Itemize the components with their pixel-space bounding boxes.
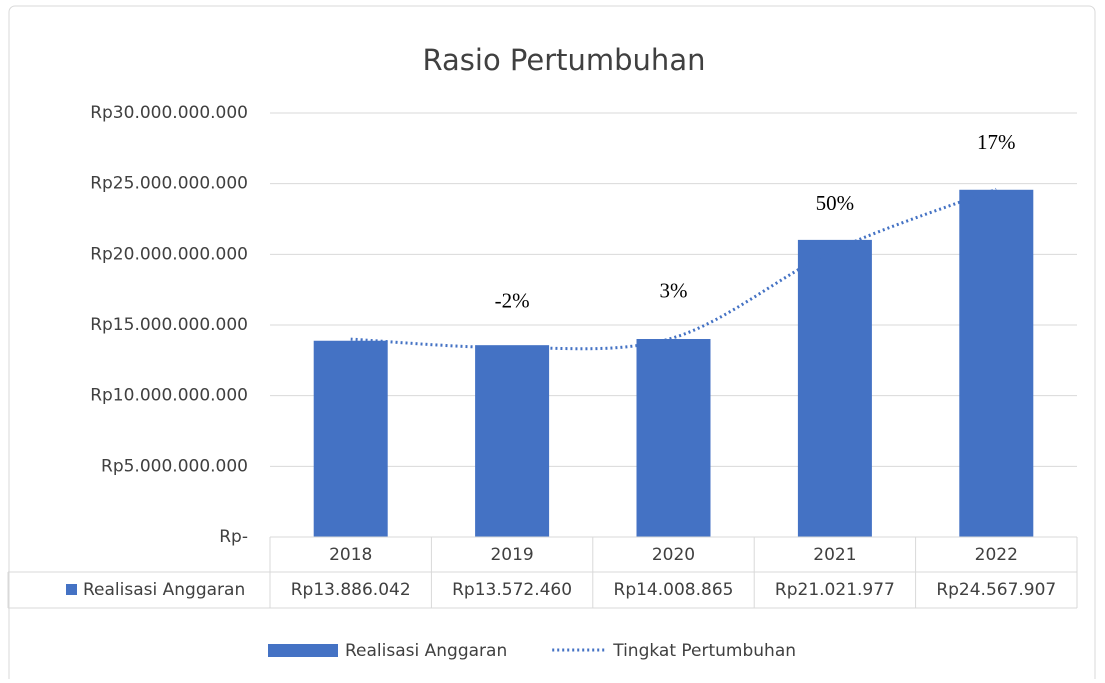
chart-title: Rasio Pertumbuhan	[423, 43, 706, 77]
table-legend-key	[66, 584, 77, 595]
x-tick-label: 2021	[813, 545, 856, 565]
bar	[636, 339, 711, 537]
bar	[475, 345, 550, 537]
growth-label: 3%	[660, 279, 688, 303]
trend-line	[350, 187, 997, 351]
y-tick-label: Rp15.000.000.000	[90, 315, 248, 335]
y-tick-label: Rp20.000.000.000	[90, 244, 248, 264]
x-tick-label: 2019	[490, 545, 533, 565]
bar	[313, 340, 388, 537]
bar	[959, 189, 1034, 538]
legend-label: Realisasi Anggaran	[345, 641, 507, 661]
table-series-name: Realisasi Anggaran	[83, 580, 245, 600]
table-value: Rp21.021.977	[775, 580, 895, 600]
table-value: Rp13.886.042	[291, 580, 411, 600]
table-value: Rp14.008.865	[614, 580, 734, 600]
y-tick-label: Rp5.000.000.000	[101, 456, 248, 476]
growth-label: 17%	[977, 130, 1016, 154]
bar	[797, 239, 872, 537]
x-tick-label: 2020	[652, 545, 695, 565]
y-tick-label: Rp25.000.000.000	[90, 174, 248, 194]
y-tick-label: Rp10.000.000.000	[90, 386, 248, 406]
legend-label: Tingkat Pertumbuhan	[612, 641, 796, 661]
x-tick-label: 2018	[329, 545, 372, 565]
growth-label: -2%	[495, 288, 530, 312]
table-value: Rp13.572.460	[452, 580, 572, 600]
growth-label: 50%	[816, 191, 855, 215]
legend-key	[268, 644, 338, 657]
y-tick-label: Rp30.000.000.000	[90, 103, 248, 123]
table-value: Rp24.567.907	[936, 580, 1056, 600]
y-tick-label: Rp-	[219, 527, 248, 547]
x-tick-label: 2022	[975, 545, 1018, 565]
